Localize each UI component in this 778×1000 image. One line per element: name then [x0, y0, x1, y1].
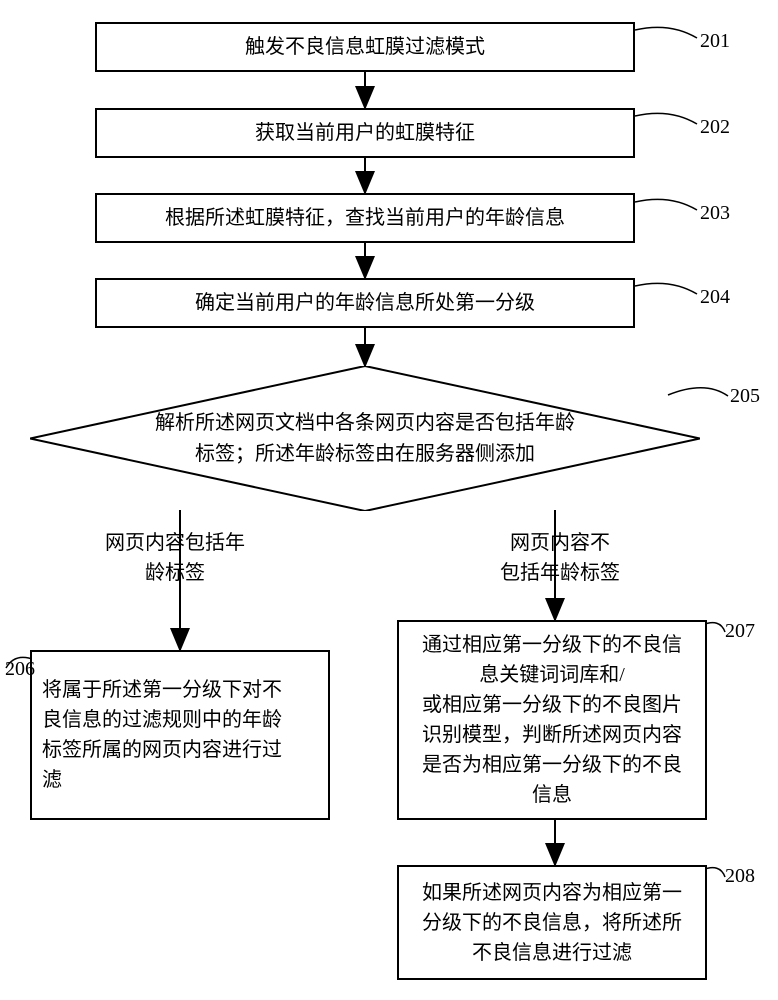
tag-203: 203: [700, 202, 730, 225]
step-202-text: 获取当前用户的虹膜特征: [255, 118, 475, 148]
tag-201: 201: [700, 30, 730, 53]
step-206-text: 将属于所述第一分级下对不良信息的过滤规则中的年龄标签所属的网页内容进行过滤: [42, 675, 282, 795]
step-204: 确定当前用户的年龄信息所处第一分级: [95, 278, 635, 328]
step-206: 将属于所述第一分级下对不良信息的过滤规则中的年龄标签所属的网页内容进行过滤: [30, 650, 330, 820]
step-208-text: 如果所述网页内容为相应第一分级下的不良信息，将所述所不良信息进行过滤: [422, 878, 682, 968]
step-207: 通过相应第一分级下的不良信息关键词词库和/或相应第一分级下的不良图片识别模型，判…: [397, 620, 707, 820]
step-208: 如果所述网页内容为相应第一分级下的不良信息，将所述所不良信息进行过滤: [397, 865, 707, 980]
tag-208: 208: [725, 865, 755, 888]
step-201-text: 触发不良信息虹膜过滤模式: [245, 32, 485, 62]
branch-left-label: 网页内容包括年龄标签: [85, 528, 265, 588]
step-203: 根据所述虹膜特征，查找当前用户的年龄信息: [95, 193, 635, 243]
branch-right-label: 网页内容不包括年龄标签: [475, 528, 645, 588]
step-207-text: 通过相应第一分级下的不良信息关键词词库和/或相应第一分级下的不良图片识别模型，判…: [422, 630, 682, 810]
decision-205: 解析所述网页文档中各条网页内容是否包括年龄标签；所述年龄标签由在服务器侧添加: [30, 366, 700, 511]
step-202: 获取当前用户的虹膜特征: [95, 108, 635, 158]
tag-206: 206: [5, 658, 35, 681]
tag-205: 205: [730, 385, 760, 408]
step-204-text: 确定当前用户的年龄信息所处第一分级: [195, 288, 535, 318]
tag-202: 202: [700, 116, 730, 139]
tag-207: 207: [725, 620, 755, 643]
decision-205-text: 解析所述网页文档中各条网页内容是否包括年龄标签；所述年龄标签由在服务器侧添加: [30, 408, 700, 470]
step-201: 触发不良信息虹膜过滤模式: [95, 22, 635, 72]
step-203-text: 根据所述虹膜特征，查找当前用户的年龄信息: [165, 203, 565, 233]
flowchart-canvas: 触发不良信息虹膜过滤模式 获取当前用户的虹膜特征 根据所述虹膜特征，查找当前用户…: [0, 0, 778, 1000]
tag-204: 204: [700, 286, 730, 309]
